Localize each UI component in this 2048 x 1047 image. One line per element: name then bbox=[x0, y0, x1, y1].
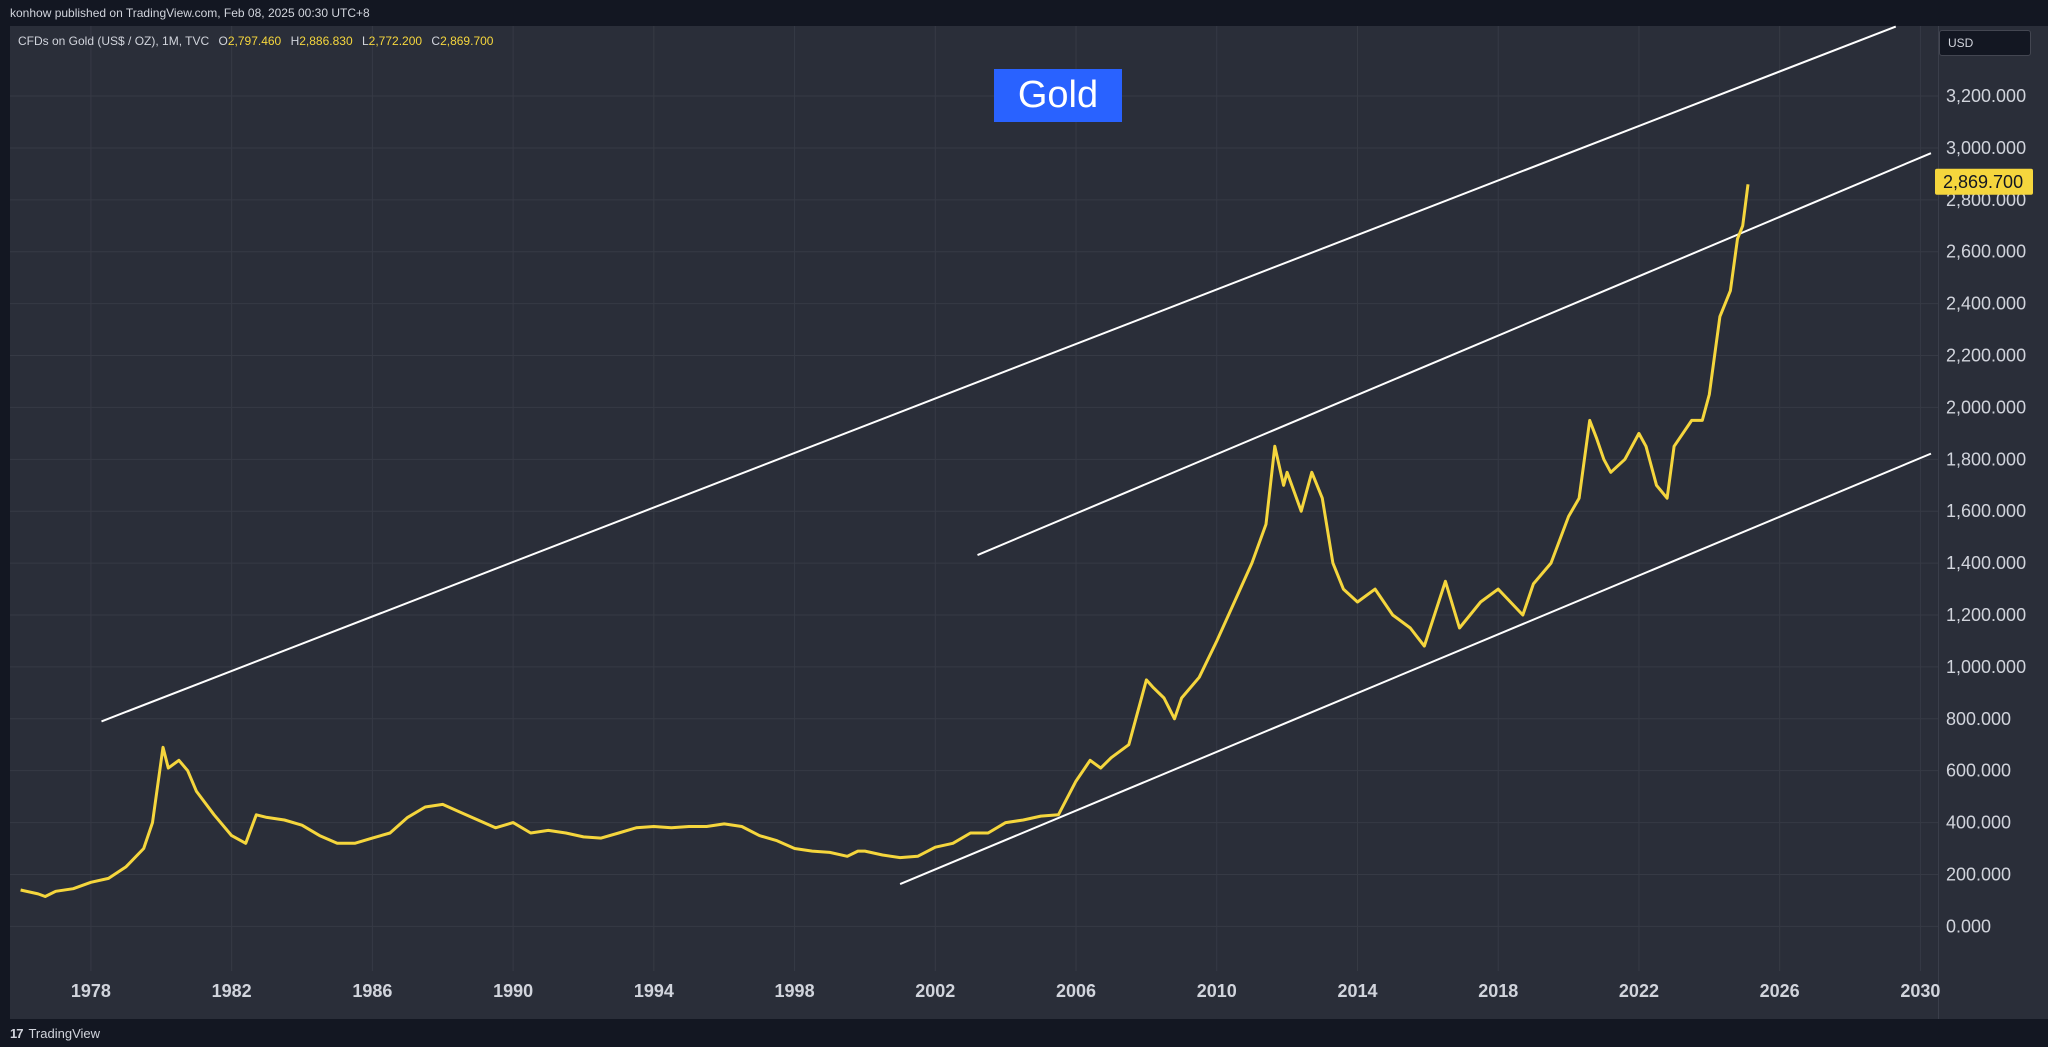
symbol-name: CFDs on Gold (US$ / OZ), 1M, TVC bbox=[18, 34, 210, 48]
x-tick-label: 1990 bbox=[493, 981, 533, 1001]
x-tick-label: 1994 bbox=[634, 981, 674, 1001]
x-tick-label: 2002 bbox=[915, 981, 955, 1001]
published-text: konhow published on TradingView.com, Feb… bbox=[10, 6, 370, 20]
y-tick-label: 1,000.000 bbox=[1946, 657, 2026, 677]
currency-selector[interactable]: USD bbox=[1939, 30, 2031, 56]
x-tick-label: 1982 bbox=[212, 981, 252, 1001]
chart-area[interactable] bbox=[10, 26, 1938, 971]
y-tick-label: 800.000 bbox=[1946, 709, 2011, 729]
y-tick-label: 2,400.000 bbox=[1946, 294, 2026, 314]
y-tick-label: 1,200.000 bbox=[1946, 605, 2026, 625]
y-tick-label: 400.000 bbox=[1946, 813, 2011, 833]
x-tick-label: 1986 bbox=[352, 981, 392, 1001]
open-label: O bbox=[218, 34, 228, 48]
low-value: 2,772.200 bbox=[368, 34, 423, 48]
close-label: C bbox=[431, 34, 441, 48]
trendline-2 bbox=[977, 152, 1932, 556]
x-tick-label: 2026 bbox=[1760, 981, 1800, 1001]
x-tick-label: 2010 bbox=[1197, 981, 1237, 1001]
close-value: 2,869.700 bbox=[440, 34, 494, 48]
footer-bar: 17 TradingView bbox=[0, 1019, 2048, 1047]
trendline-3 bbox=[899, 452, 1932, 885]
tradingview-brand-text: TradingView bbox=[28, 1025, 101, 1041]
trendline-1 bbox=[101, 25, 1897, 723]
y-tick-label: 2,200.000 bbox=[1946, 346, 2026, 366]
tradingview-logo-icon: 17 bbox=[10, 1025, 24, 1041]
x-tick-label: 1978 bbox=[71, 981, 111, 1001]
last-price-label-box bbox=[1935, 168, 2033, 195]
gold-price-series bbox=[20, 184, 1750, 898]
y-tick-label: 600.000 bbox=[1946, 761, 2011, 781]
y-tick-label: 3,000.000 bbox=[1946, 138, 2026, 158]
y-tick-label: 0.000 bbox=[1946, 916, 1991, 936]
last-price-label: 2,869.700 bbox=[1943, 172, 2023, 192]
y-tick-label: 2,000.000 bbox=[1946, 397, 2026, 417]
x-tick-label: 1998 bbox=[775, 981, 815, 1001]
high-label: H bbox=[290, 34, 300, 48]
symbol-legend: CFDs on Gold (US$ / OZ), 1M, TVC O2,797.… bbox=[18, 34, 493, 48]
y-tick-label: 3,200.000 bbox=[1946, 86, 2026, 106]
x-tick-label: 2030 bbox=[1900, 981, 1940, 1001]
y-tick-label: 2,600.000 bbox=[1946, 242, 2026, 262]
x-tick-label: 2022 bbox=[1619, 981, 1659, 1001]
y-tick-label: 2,800.000 bbox=[1946, 190, 2026, 210]
y-tick-label: 1,400.000 bbox=[1946, 553, 2026, 573]
tradingview-logo[interactable]: 17 TradingView bbox=[10, 1026, 100, 1041]
top-info-bar: konhow published on TradingView.com, Feb… bbox=[0, 0, 2048, 26]
high-value: 2,886.830 bbox=[299, 34, 353, 48]
y-tick-label: 1,600.000 bbox=[1946, 501, 2026, 521]
low-label: L bbox=[361, 34, 369, 48]
y-tick-label: 200.000 bbox=[1946, 864, 2011, 884]
y-tick-label: 1,800.000 bbox=[1946, 449, 2026, 469]
x-tick-label: 2014 bbox=[1337, 981, 1377, 1001]
left-edge bbox=[0, 26, 10, 1019]
open-value: 2,797.460 bbox=[227, 34, 282, 48]
gold-title-box[interactable]: Gold bbox=[994, 69, 1122, 122]
x-tick-label: 2006 bbox=[1056, 981, 1096, 1001]
x-axis-panel[interactable] bbox=[10, 971, 1938, 1019]
x-tick-label: 2018 bbox=[1478, 981, 1518, 1001]
